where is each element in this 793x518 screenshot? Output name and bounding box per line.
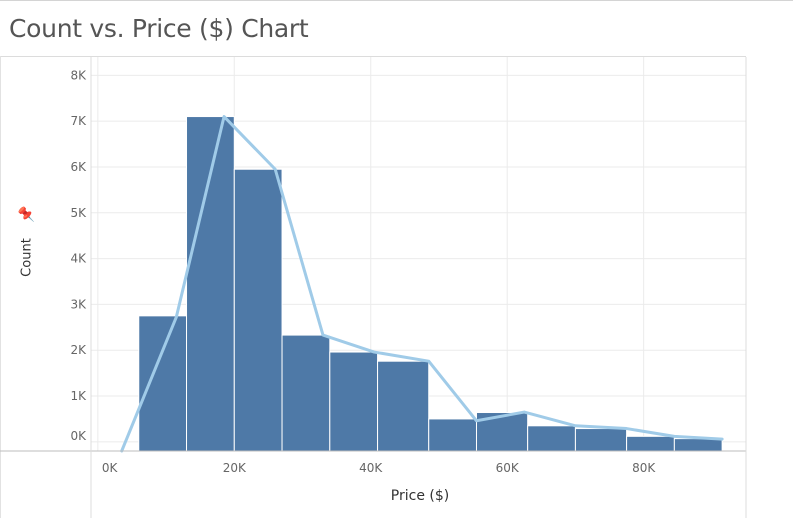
histogram-bar [377, 360, 430, 452]
y-tick-label: 8K [70, 68, 87, 82]
histogram-bar [428, 418, 477, 452]
y-tick-label: 3K [70, 297, 87, 311]
histogram-bar [527, 425, 576, 452]
histogram-bar [186, 116, 235, 452]
histogram-bar [574, 428, 628, 452]
left-border [0, 56, 1, 518]
y-axis-title-area: 📌 Count [14, 200, 38, 290]
x-tick-label: 20K [223, 461, 247, 475]
x-axis-title: Price ($) [390, 488, 450, 504]
histogram-bar [281, 334, 331, 452]
title-divider [0, 56, 746, 57]
x-tick-label: 40K [359, 461, 383, 475]
pin-icon[interactable]: 📌 [18, 205, 35, 224]
frequency-polygon [120, 115, 724, 453]
y-tick-label: 2K [70, 343, 87, 357]
y-tick-label: 1K [70, 389, 87, 403]
chart-title: Count vs. Price ($) Chart [9, 14, 309, 43]
histogram-bar [233, 168, 283, 452]
histogram-bar [626, 435, 675, 452]
y-axis-title: Count [19, 238, 35, 277]
y-tick-label: 0K [70, 429, 87, 443]
x-axis-ticks: 0K 20K 40K 60K 80K [102, 461, 657, 475]
histogram-bars [138, 116, 723, 452]
x-tick-label: 80K [632, 461, 656, 475]
axes [0, 57, 747, 518]
histogram-bar [673, 438, 723, 452]
y-tick-label: 6K [70, 160, 87, 174]
top-border [0, 0, 793, 1]
histogram-bar [329, 351, 379, 452]
y-tick-label: 5K [70, 206, 87, 220]
frequency-line [120, 115, 724, 453]
y-axis-ticks: 0K 1K 2K 3K 4K 5K 6K 7K 8K [70, 68, 87, 443]
y-tick-label: 7K [70, 114, 87, 128]
x-tick-label: 60K [496, 461, 520, 475]
y-tick-label: 4K [70, 252, 87, 266]
histogram-bar [138, 315, 188, 452]
x-tick-label: 0K [102, 461, 119, 475]
